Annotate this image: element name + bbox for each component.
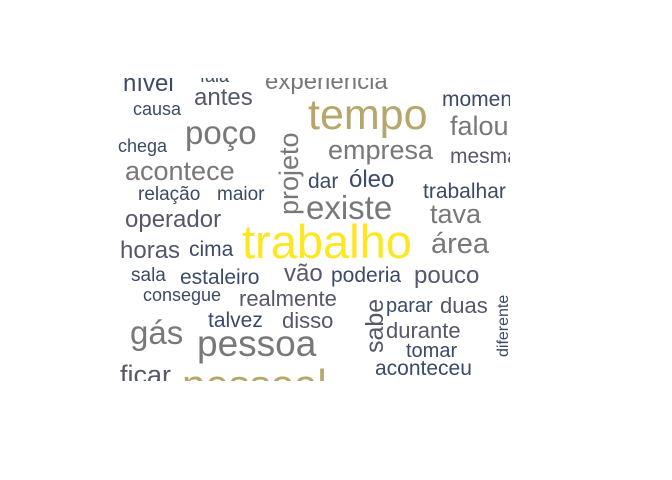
word-gas: gás (130, 314, 184, 351)
word-disso: disso (282, 308, 334, 333)
word-poderia: poderia (331, 264, 402, 287)
word-tava: tava (430, 199, 482, 229)
word-experiencia: experiência (265, 78, 388, 95)
word-relacao: relação (138, 184, 201, 205)
word-duas: duas (440, 293, 488, 318)
word-antes: antes (194, 84, 253, 111)
word-pessoa: pessoa (197, 323, 317, 364)
word-existe: existe (306, 189, 393, 226)
word-sabe: sabe (361, 298, 389, 353)
word-tomar: tomar (406, 340, 458, 362)
word-parar: parar (386, 295, 433, 317)
word-cloud-area: nível fala experiência causa antes tempo… (110, 78, 510, 381)
word-acontece: acontece (125, 156, 235, 186)
word-horas: horas (120, 237, 181, 264)
word-maior: maior (217, 184, 265, 205)
word-realmente: realmente (239, 286, 337, 311)
word-area: área (431, 228, 490, 260)
word-consegue: consegue (143, 285, 222, 305)
word-vao: vão (284, 260, 323, 287)
word-talvez: talvez (208, 309, 263, 332)
word-diferente: diferente (495, 294, 510, 357)
word-oleo: óleo (349, 166, 395, 193)
word-cima: cima (189, 238, 234, 261)
word-trabalhar: trabalhar (423, 180, 506, 203)
word-fala: fala (200, 78, 229, 85)
word-ficar: ficar (120, 360, 172, 382)
word-estaleiro: estaleiro (180, 266, 260, 289)
word-poco: poço (185, 114, 257, 151)
word-momento: momento (442, 88, 510, 111)
word-falou: falou (450, 111, 509, 141)
word-pessoal: pessoal (182, 364, 327, 382)
word-projeto: projeto (274, 132, 304, 215)
word-pouco: pouco (414, 262, 480, 289)
word-dar: dar (308, 170, 339, 193)
word-durante: durante (386, 318, 461, 343)
word-tempo: tempo (308, 91, 428, 139)
word-operador: operador (125, 206, 222, 233)
word-trabalho: trabalho (242, 215, 412, 268)
word-sala: sala (131, 265, 166, 286)
word-aconteceu: aconteceu (375, 357, 472, 380)
word-chega: chega (118, 136, 168, 156)
word-empresa: empresa (328, 135, 434, 165)
word-causa: causa (133, 99, 182, 119)
word-nivel: nível (123, 78, 174, 97)
